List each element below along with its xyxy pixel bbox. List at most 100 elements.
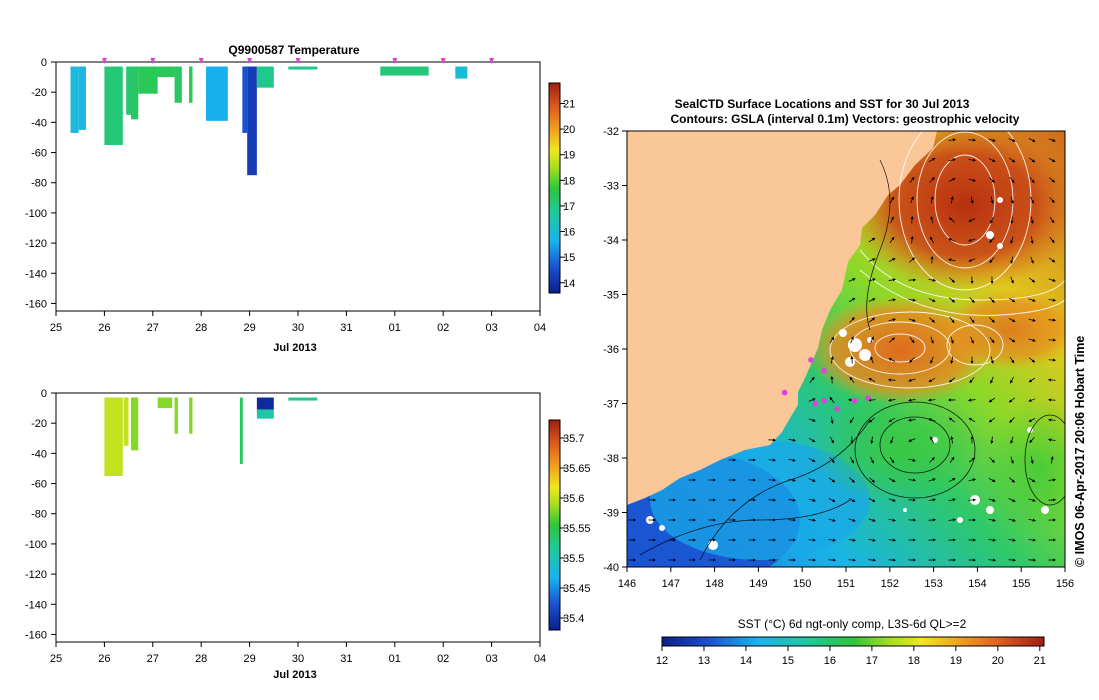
velocity-vector — [829, 336, 835, 344]
salinity-colorbar — [548, 419, 561, 631]
velocity-vector — [988, 138, 996, 142]
x-tick-label: 03 — [485, 322, 497, 334]
colorbar-tick-label: 35.5 — [563, 553, 584, 565]
velocity-vector — [908, 438, 916, 442]
velocity-vector — [1008, 337, 1016, 343]
velocity-vector — [970, 196, 974, 204]
profile-marker — [392, 58, 398, 64]
velocity-vector — [869, 417, 875, 423]
velocity-vector — [968, 417, 976, 423]
velocity-vector — [949, 456, 955, 464]
imos-credit: © IMOS 06-Apr-2017 20:06 Hobart Time — [1073, 336, 1087, 567]
velocity-vector — [888, 318, 896, 322]
velocity-vector — [808, 418, 816, 422]
velocity-vector — [909, 357, 915, 363]
y-tick-label: -100 — [25, 208, 47, 220]
velocity-vector — [1047, 418, 1056, 422]
velocity-vector — [989, 317, 995, 323]
velocity-vector — [1049, 237, 1055, 244]
velocity-vector — [1009, 176, 1015, 184]
velocity-vector — [948, 238, 956, 242]
velocity-vector — [988, 498, 996, 502]
velocity-vector — [788, 478, 796, 482]
velocity-vector — [928, 498, 936, 502]
salinity-x-axis: 25 26 27 28 29 30 31 01 02 03 04 — [50, 642, 546, 665]
velocity-vector — [989, 177, 995, 183]
seal-location-marker — [821, 368, 827, 374]
velocity-vector — [930, 436, 934, 444]
x-tick-label: 03 — [485, 653, 497, 665]
x-tick-label: 01 — [389, 322, 401, 334]
velocity-vector — [927, 398, 936, 402]
velocity-vector — [1028, 377, 1036, 383]
colorbar-tick-label: 35.6 — [563, 493, 584, 505]
velocity-vector — [1008, 498, 1016, 502]
profile-column — [189, 66, 193, 103]
map-field — [627, 131, 1065, 567]
velocity-vector — [888, 398, 896, 402]
velocity-vector — [1028, 538, 1037, 542]
velocity-vector — [1010, 456, 1014, 464]
velocity-vector — [988, 478, 996, 482]
velocity-vector — [948, 518, 956, 522]
velocity-vector — [929, 177, 935, 183]
velocity-vector — [1010, 276, 1014, 284]
x-tick-label: 27 — [147, 322, 159, 334]
x-tick-label: 28 — [195, 653, 207, 665]
velocity-vector — [1010, 376, 1014, 384]
velocity-vector — [870, 456, 874, 464]
map-lon-axis: 146 147 148 149 150 151 152 153 154 155 156 — [618, 567, 1074, 590]
profile-column — [123, 397, 129, 446]
temperature-colorbar — [548, 82, 561, 294]
profile-marker — [150, 58, 156, 64]
velocity-vector — [1030, 196, 1034, 204]
sst-colorbar-tick-label: 18 — [908, 655, 920, 667]
colorbar-tick-label: 35.7 — [563, 433, 584, 445]
lat-tick-label: -32 — [603, 126, 619, 138]
profile-marker — [101, 58, 107, 64]
velocity-vector — [1008, 558, 1017, 562]
velocity-vector — [830, 416, 834, 424]
x-tick-label: 25 — [50, 322, 62, 334]
velocity-vector — [909, 176, 915, 184]
sst-colorbar-tick-label: 17 — [866, 655, 878, 667]
seal-location-marker — [865, 395, 871, 401]
velocity-vector — [849, 317, 855, 323]
velocity-vector — [928, 157, 936, 163]
velocity-vector — [848, 278, 856, 282]
velocity-vector — [808, 398, 816, 402]
velocity-vector — [1029, 177, 1035, 184]
velocity-vector — [1008, 317, 1016, 323]
velocity-vector — [830, 356, 834, 364]
profile-marker — [198, 58, 204, 64]
velocity-vector — [930, 356, 934, 364]
velocity-vector — [1029, 357, 1036, 363]
colorbar-tick-label: 35.65 — [563, 463, 591, 475]
velocity-vector — [948, 417, 956, 423]
velocity-vector — [888, 258, 896, 262]
velocity-vector — [1049, 216, 1055, 224]
sst-colorbar-tick-label: 13 — [698, 655, 710, 667]
velocity-vector — [928, 478, 936, 482]
velocity-vector — [867, 398, 876, 402]
profile-column — [126, 66, 132, 115]
map-title: SealCTD Surface Locations and SST for 30… — [675, 97, 970, 111]
velocity-vector — [1048, 438, 1056, 442]
velocity-vector — [1028, 418, 1036, 422]
velocity-vector — [908, 318, 916, 322]
velocity-vector — [968, 138, 977, 142]
x-tick-label: 25 — [50, 653, 62, 665]
profile-column — [138, 66, 158, 94]
velocity-vector — [968, 478, 976, 482]
land-mass — [627, 131, 937, 505]
velocity-vector — [948, 377, 955, 383]
velocity-vector — [950, 436, 954, 444]
velocity-vector — [888, 538, 897, 542]
velocity-vector — [908, 478, 917, 482]
velocity-vector — [869, 477, 875, 483]
velocity-vector — [969, 377, 975, 384]
velocity-vector — [990, 216, 994, 224]
profile-column — [157, 66, 175, 78]
sst-colorbar-tick-label: 20 — [992, 655, 1004, 667]
y-tick-label: -40 — [31, 117, 47, 129]
